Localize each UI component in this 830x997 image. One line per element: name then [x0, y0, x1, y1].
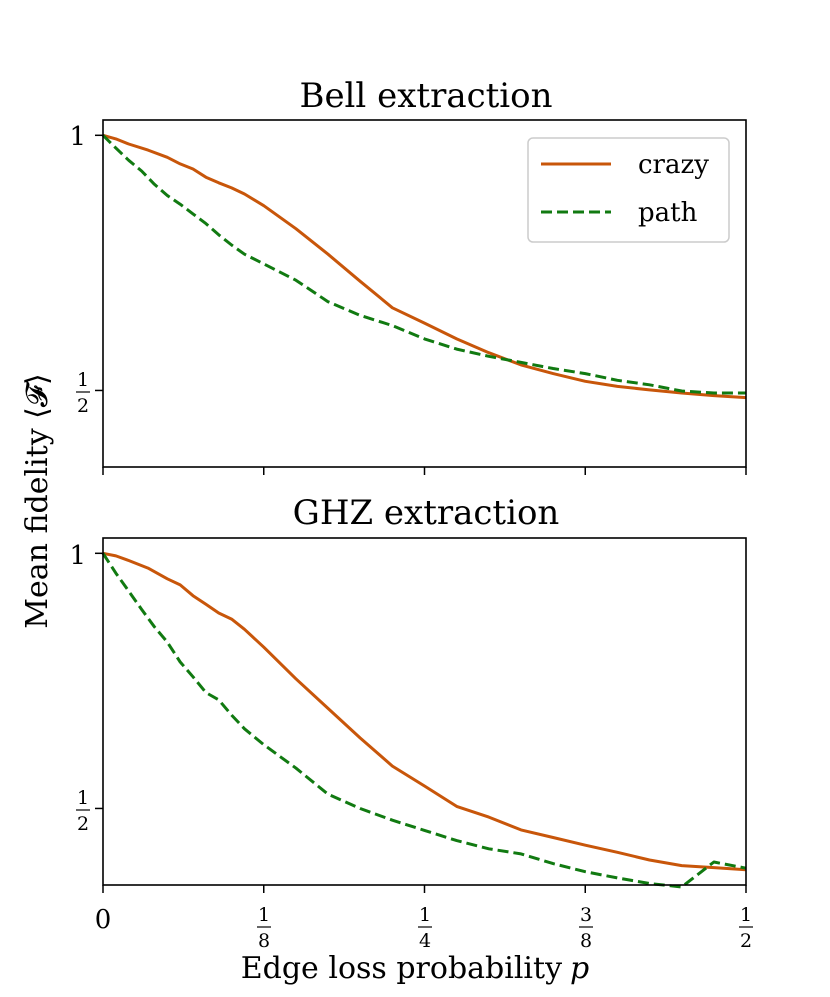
bell-ytick-half: 1 2 [76, 369, 90, 417]
xtick-1-8-num: 1 [258, 904, 270, 926]
bell-panel-title: Bell extraction [299, 76, 552, 116]
legend-crazy-label: crazy [638, 150, 709, 180]
bell-ytick-half-den: 2 [77, 395, 89, 417]
x-axis-label-var: p [570, 951, 589, 986]
ghz-series-crazy-line [102, 551, 747, 872]
ghz-panel-title: GHZ extraction [293, 493, 560, 533]
xtick-label-1-2: 1 2 [739, 904, 753, 952]
x-axis-label-text: Edge loss probability [241, 951, 562, 986]
ghz-panel-frame [102, 537, 747, 886]
xtick-1-2-num: 1 [740, 904, 752, 926]
xtick-label-1-4: 1 4 [418, 904, 432, 952]
ghz-ytick-half: 1 2 [76, 787, 90, 835]
x-axis-label: Edge loss probability p [241, 951, 590, 986]
ghz-series-path-line [101, 552, 747, 889]
ghz-ytick-half-den: 2 [77, 813, 89, 835]
xtick-1-8-den: 8 [258, 930, 270, 952]
bell-ytick-one: 1 [69, 122, 86, 152]
xtick-label-0: 0 [95, 905, 112, 935]
bell-panel-frame [102, 119, 747, 468]
ghz-ytick-one: 1 [69, 541, 86, 571]
legend: crazy path [527, 137, 730, 243]
legend-path-label: path [638, 198, 698, 228]
y-axis-label: Mean fidelity ⟨𝓕⟩ [20, 373, 55, 628]
xtick-3-8-den: 8 [580, 930, 592, 952]
bell-panel-marks [95, 133, 747, 475]
bell-ytick-half-num: 1 [77, 369, 89, 391]
xtick-1-2-den: 2 [740, 930, 752, 952]
bell-series-crazy-line [102, 133, 747, 400]
ghz-panel-marks [95, 551, 747, 893]
xtick-3-8-num: 3 [580, 904, 592, 926]
xtick-1-4-num: 1 [419, 904, 431, 926]
xtick-label-1-8: 1 8 [257, 904, 271, 952]
ghz-ytick-half-num: 1 [77, 787, 89, 809]
ghz-panel: GHZ extraction 1 1 2 0 1 8 1 4 3 8 1 [69, 493, 753, 952]
bell-panel: Bell extraction crazy path 1 1 2 [69, 76, 747, 475]
bell-series-path-line [101, 134, 746, 395]
xtick-label-3-8: 3 8 [579, 904, 593, 952]
xtick-1-4-den: 4 [419, 930, 431, 952]
